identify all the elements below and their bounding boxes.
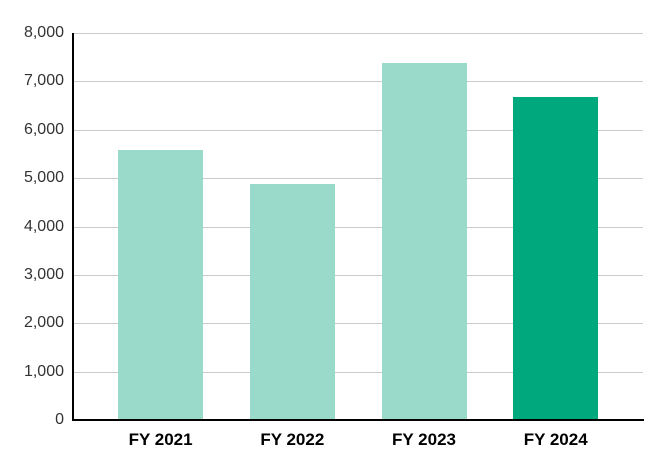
y-axis-tick-label: 7,000 bbox=[23, 72, 64, 90]
gridline bbox=[73, 33, 643, 34]
x-axis-category-label: FY 2023 bbox=[392, 430, 456, 449]
y-axis-tick-label: 6,000 bbox=[23, 120, 64, 138]
gridline bbox=[73, 81, 643, 83]
y-axis-line bbox=[72, 33, 74, 421]
y-axis-tick-label: 0 bbox=[55, 411, 64, 428]
gridline bbox=[73, 178, 643, 180]
y-axis-tick-label: 1,000 bbox=[23, 362, 64, 380]
gridline bbox=[73, 274, 643, 276]
x-axis-line bbox=[72, 419, 644, 421]
plot-area bbox=[73, 33, 643, 420]
bar-fy-2022 bbox=[249, 184, 335, 420]
y-axis-tick-labels: 0 1,000 2,000 3,000 4,000 5,000 6,000 7,000 8,00… bbox=[0, 0, 64, 474]
bar-fy-2024 bbox=[513, 96, 599, 420]
y-axis-tick-label: 8,000 bbox=[23, 24, 64, 41]
x-axis-category-label: FY 2021 bbox=[128, 430, 193, 449]
y-axis-tick-label: 2,000 bbox=[23, 314, 64, 332]
y-axis-tick-label: 4,000 bbox=[23, 217, 64, 235]
bar-fy-2021 bbox=[118, 150, 204, 420]
y-axis-tick-label: 5,000 bbox=[23, 169, 64, 187]
gridline bbox=[73, 323, 643, 325]
x-axis-category-label: FY 2024 bbox=[523, 430, 588, 449]
gridline bbox=[73, 371, 643, 373]
gridline bbox=[73, 129, 643, 131]
gridline bbox=[73, 226, 643, 228]
x-axis-category-label: FY 2022 bbox=[260, 430, 325, 449]
bar-fy-2023 bbox=[381, 63, 467, 420]
y-axis-tick-label: 3,000 bbox=[23, 265, 64, 283]
